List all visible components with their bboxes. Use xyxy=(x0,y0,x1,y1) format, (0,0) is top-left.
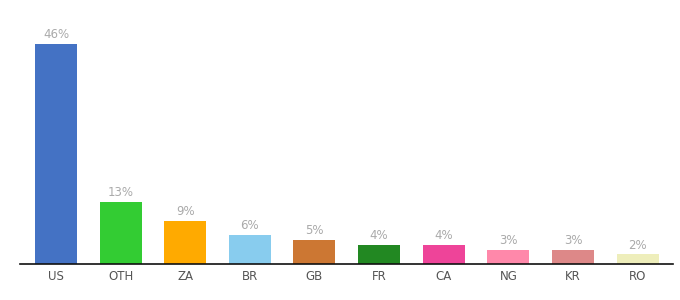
Bar xyxy=(294,240,335,264)
Text: 5%: 5% xyxy=(305,224,324,237)
Text: 46%: 46% xyxy=(43,28,69,41)
Text: 6%: 6% xyxy=(241,219,259,232)
Text: 13%: 13% xyxy=(107,186,133,199)
Text: 3%: 3% xyxy=(564,234,582,247)
Text: 4%: 4% xyxy=(370,229,388,242)
Bar xyxy=(99,202,141,264)
Bar xyxy=(488,250,530,264)
Bar xyxy=(229,235,271,264)
Text: 2%: 2% xyxy=(628,238,647,251)
Bar xyxy=(423,245,464,264)
Text: 9%: 9% xyxy=(176,205,194,218)
Bar xyxy=(164,221,206,264)
Bar xyxy=(35,44,77,264)
Bar xyxy=(358,245,400,264)
Bar xyxy=(552,250,594,264)
Text: 4%: 4% xyxy=(435,229,453,242)
Text: 3%: 3% xyxy=(499,234,517,247)
Bar xyxy=(617,254,659,264)
